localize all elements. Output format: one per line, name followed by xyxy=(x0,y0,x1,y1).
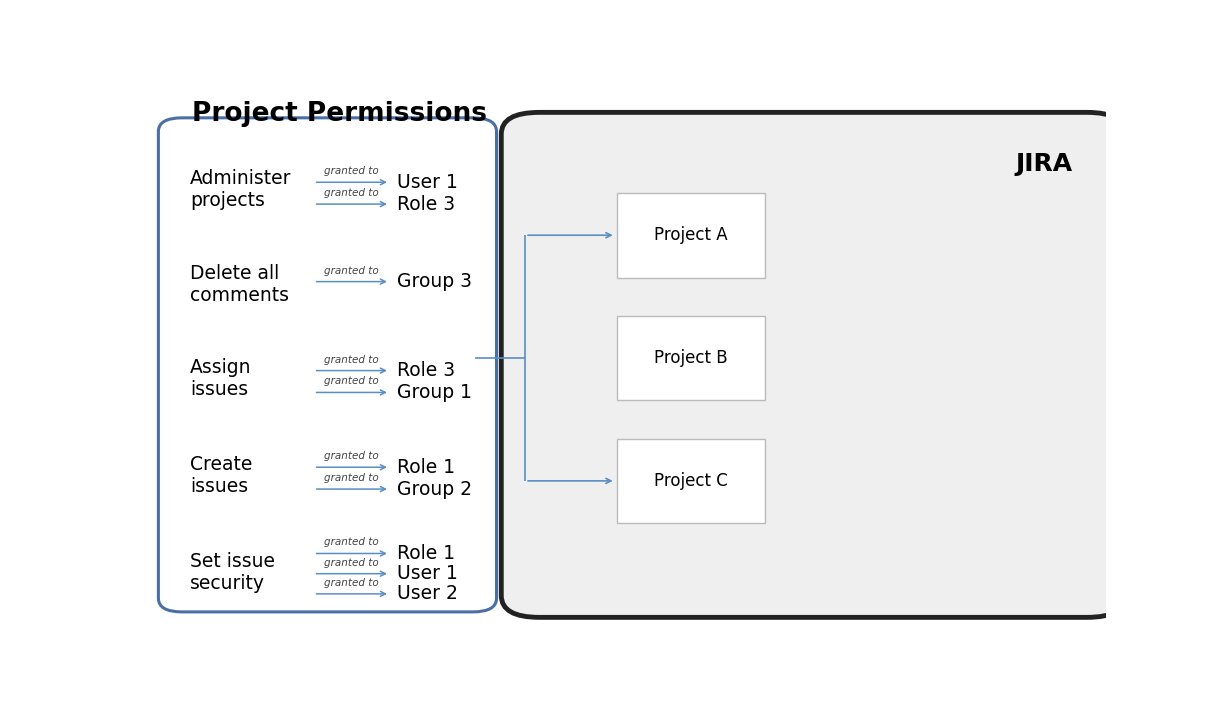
FancyBboxPatch shape xyxy=(501,113,1126,618)
FancyBboxPatch shape xyxy=(159,118,497,612)
FancyBboxPatch shape xyxy=(617,316,766,401)
Text: User 1: User 1 xyxy=(397,564,457,584)
Text: Project A: Project A xyxy=(655,226,728,244)
Text: granted to: granted to xyxy=(324,188,379,198)
FancyBboxPatch shape xyxy=(617,439,766,523)
Text: Set issue
security: Set issue security xyxy=(189,552,275,593)
Text: Group 1: Group 1 xyxy=(397,383,472,402)
FancyBboxPatch shape xyxy=(617,193,766,277)
Text: granted to: granted to xyxy=(324,578,379,588)
Text: Role 3: Role 3 xyxy=(397,194,455,213)
Text: Role 1: Role 1 xyxy=(397,458,455,476)
Text: User 1: User 1 xyxy=(397,173,457,191)
Text: Project B: Project B xyxy=(655,349,728,367)
Text: granted to: granted to xyxy=(324,266,379,276)
Text: granted to: granted to xyxy=(324,376,379,386)
Text: Project Permissions: Project Permissions xyxy=(192,101,487,128)
Text: JIRA: JIRA xyxy=(1015,152,1073,177)
Text: Create
issues: Create issues xyxy=(189,455,252,496)
Text: granted to: granted to xyxy=(324,166,379,177)
Text: granted to: granted to xyxy=(324,473,379,483)
Text: Delete all
comments: Delete all comments xyxy=(189,264,289,305)
Text: Role 1: Role 1 xyxy=(397,544,455,563)
Text: Administer
projects: Administer projects xyxy=(189,169,291,211)
Text: Assign
issues: Assign issues xyxy=(189,358,251,399)
Text: Project C: Project C xyxy=(654,472,728,490)
Text: User 2: User 2 xyxy=(397,584,457,603)
Text: granted to: granted to xyxy=(324,451,379,462)
Text: Role 3: Role 3 xyxy=(397,361,455,380)
Text: Group 2: Group 2 xyxy=(397,479,472,498)
Text: granted to: granted to xyxy=(324,354,379,364)
Text: Group 3: Group 3 xyxy=(397,272,472,291)
Text: granted to: granted to xyxy=(324,537,379,547)
Text: granted to: granted to xyxy=(324,558,379,568)
